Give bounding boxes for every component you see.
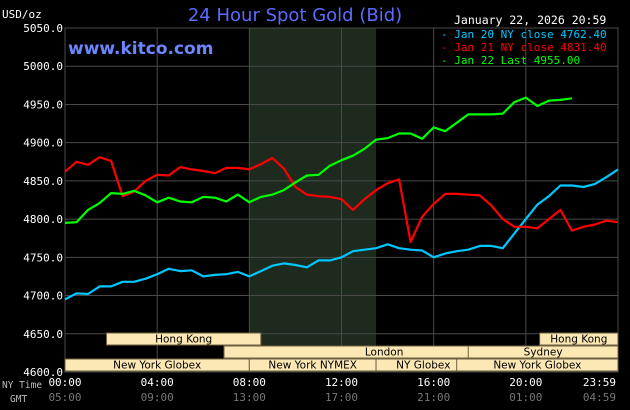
x-tick-ny: 23:59 [583,376,616,389]
session-bar [105,332,262,346]
session-label: Hong Kong [155,334,212,346]
session-label: London [365,347,404,359]
session-label: NY Globex [396,360,450,372]
x-tick-gmt: 01:00 [509,391,542,404]
x-tick-ny: 12:00 [325,376,358,389]
x-tick-gmt: 21:00 [417,391,450,404]
y-tick-label: 4850.0 [23,175,63,188]
x-tick-gmt: 04:59 [583,391,616,404]
website-label: www.kitco.com [68,39,213,59]
gmt-label: GMT [10,394,27,405]
series-line-1 [64,168,619,301]
x-tick-gmt: 05:00 [48,391,81,404]
session-label: New York Globex [113,360,201,372]
y-tick-label: 4650.0 [23,328,63,341]
session-label: New York NYMEX [268,360,357,372]
series-line-2 [64,156,619,244]
chart-title: 24 Hour Spot Gold (Bid) [188,5,402,26]
session-bar [539,332,619,346]
legend-entry: - Jan 21 NY close 4831.40 [441,41,607,54]
series-line-3 [64,96,573,224]
x-tick-gmt: 09:00 [141,391,174,404]
x-tick-ny: 20:00 [509,376,542,389]
session-label: Sydney [524,347,563,359]
y-tick-label: 4950.0 [23,98,63,111]
grid [64,27,619,373]
y-axis-label: USD/oz [2,8,42,21]
session-bars: Hong Kong London New York Globex New York N… [64,332,619,372]
session-label: New York Globex [493,360,581,372]
y-axis: 5050.0 5000.0 4950.0 4900.0 4850.0 4800.0 4750… [23,22,63,379]
y-tick-label: 4750.0 [23,251,63,264]
y-tick-label: 5050.0 [23,22,63,35]
session-label: Hong Kong [550,334,607,346]
session-bar [456,358,619,372]
legend-entry: - Jan 22 Last 4955.00 [441,54,580,67]
ny-time-label: NY Time [2,380,42,391]
nymex-highlight-band [249,28,377,372]
legend: - Jan 20 NY close 4762.40- Jan 21 NY clo… [441,28,607,67]
x-tick-gmt: 13:00 [233,391,266,404]
x-axis: 00:00 05:00 04:00 09:00 08:00 13:00 12:00 17:00… [48,376,616,404]
y-tick-label: 4900.0 [23,137,63,150]
timestamp: January 22, 2026 20:59 [454,13,606,27]
x-tick-ny: 08:00 [233,376,266,389]
y-tick-label: 5000.0 [23,60,63,73]
y-tick-label: 4800.0 [23,213,63,226]
x-tick-ny: 00:00 [48,376,81,389]
y-tick-label: 4600.0 [23,366,63,379]
x-tick-gmt: 17:00 [325,391,358,404]
session-bar [467,345,619,359]
x-tick-ny: 04:00 [141,376,174,389]
series-lines [64,96,619,301]
x-tick-ny: 16:00 [417,376,450,389]
legend-entry: - Jan 20 NY close 4762.40 [441,28,607,41]
y-tick-label: 4700.0 [23,290,63,303]
